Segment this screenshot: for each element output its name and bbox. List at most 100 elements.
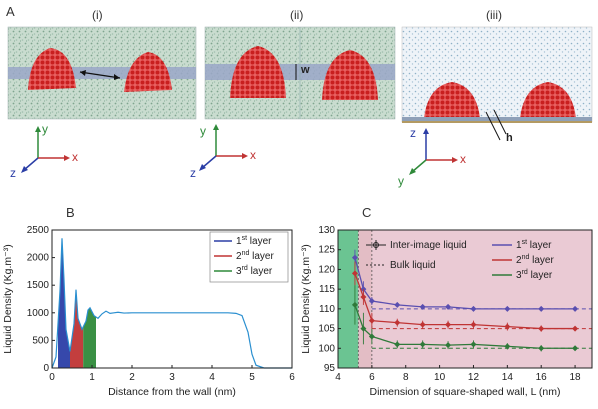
y-tick-label-c-7: 130 <box>318 225 335 236</box>
layer-fill-3 <box>83 307 96 368</box>
y-tick-label-b-4: 2000 <box>27 253 50 264</box>
axes-triad-ii <box>199 124 248 171</box>
axis-label-iii-x: x <box>460 152 466 166</box>
legend-label-b-1: 2nd layer <box>236 250 274 262</box>
marker-0-2 <box>368 297 375 304</box>
marker-0-8 <box>538 305 545 312</box>
y-tick-label-c-4: 115 <box>319 284 335 295</box>
axis-label-iii-y: y <box>398 174 404 188</box>
legend2-label-c-2: 3rd layer <box>516 269 553 281</box>
marker-1-7 <box>504 323 511 330</box>
legend-label-b-0: 1st layer <box>236 235 272 247</box>
y-tick-label-b-0: 0 <box>43 363 49 374</box>
x-axis-label-b: Distance from the wall (nm) <box>108 386 236 398</box>
x-tick-label-b-3: 3 <box>169 372 175 383</box>
marker-1-2 <box>368 317 375 324</box>
axis-label-i-z: z <box>10 166 16 180</box>
legend2-label-c-1: 2nd layer <box>516 254 554 266</box>
density-profile-line <box>51 238 292 369</box>
y-tick-label-b-3: 1500 <box>27 280 50 291</box>
x-tick-label-b-4: 4 <box>209 372 215 383</box>
panel-a-figure <box>7 26 593 175</box>
y-tick-label-b-1: 500 <box>32 335 49 346</box>
legend-label-c-1: Bulk liquid <box>390 260 436 271</box>
series-line-2 <box>354 304 576 349</box>
marker-2-7 <box>504 343 511 350</box>
series-line-0 <box>354 257 576 310</box>
legend-label-c-0: Inter-image liquid <box>390 240 467 251</box>
y-tick-label-c-2: 105 <box>318 324 335 335</box>
x-tick-label-c-4: 12 <box>468 372 480 383</box>
x-axis-label-c: Dimension of square-shaped wall, L (nm) <box>369 386 560 398</box>
x-tick-label-c-3: 10 <box>434 372 446 383</box>
y-tick-label-c-0: 95 <box>324 363 336 374</box>
marker-2-6 <box>470 341 477 348</box>
marker-2-5 <box>445 342 452 349</box>
subpanel-label-i: (i) <box>92 8 103 22</box>
x-tick-label-c-7: 18 <box>570 372 582 383</box>
legend-swatch-c-errorbar-dot <box>373 242 379 248</box>
marker-2-4 <box>419 341 426 348</box>
x-tick-label-b-0: 0 <box>49 372 55 383</box>
marker-2-0 <box>351 301 358 308</box>
plot-frame-c <box>337 229 593 369</box>
marker-1-9 <box>572 325 579 332</box>
marker-2-3 <box>394 341 401 348</box>
marker-1-4 <box>419 321 426 328</box>
x-tick-label-c-5: 14 <box>502 372 514 383</box>
simulation-snapshot-ii <box>204 26 396 120</box>
marker-1-0 <box>351 270 358 277</box>
simulation-snapshot-i <box>7 26 197 120</box>
panel-b-letter: B <box>66 205 75 220</box>
marker-0-9 <box>572 305 579 312</box>
marker-1-3 <box>394 319 401 326</box>
x-tick-label-c-6: 16 <box>536 372 548 383</box>
x-tick-label-b-1: 1 <box>89 372 95 383</box>
y-tick-label-c-6: 125 <box>318 245 335 256</box>
marker-1-8 <box>538 325 545 332</box>
marker-0-3 <box>394 301 401 308</box>
x-tick-label-b-5: 5 <box>249 372 255 383</box>
y-tick-label-b-5: 2500 <box>27 225 50 236</box>
y-tick-label-c-5: 120 <box>318 264 335 275</box>
shading-region-0 <box>338 230 359 368</box>
marker-0-7 <box>504 305 511 312</box>
marker-2-8 <box>538 345 545 352</box>
y-axis-label-b: Liquid Density (Kg.m⁻³) <box>2 244 14 353</box>
panel-a-letter: A <box>6 4 15 19</box>
y-axis-label-c: Liquid Density (Kg.m⁻³) <box>300 244 312 353</box>
axis-label-ii-x: x <box>250 148 256 162</box>
layer-fill-2 <box>70 291 84 368</box>
marker-2-2 <box>368 333 375 340</box>
marker-0-6 <box>470 305 477 312</box>
series-line-1 <box>354 273 576 330</box>
chart-c: 4 6 8 10 12 14 16 18 95 100 105 110 115 120 125 130 Dime… <box>300 225 593 398</box>
marker-2-1 <box>360 325 367 332</box>
marker-0-4 <box>419 303 426 310</box>
marker-1-6 <box>470 321 477 328</box>
y-tick-label-c-1: 100 <box>318 343 335 354</box>
x-tick-label-b-2: 2 <box>129 372 135 383</box>
axes-triad-i <box>21 126 70 173</box>
x-tick-label-c-0: 4 <box>335 372 341 383</box>
axis-label-i-y: y <box>42 122 48 136</box>
axis-label-ii-z: z <box>190 166 196 180</box>
x-tick-label-c-2: 8 <box>403 372 409 383</box>
axis-label-iii-z: z <box>410 126 416 140</box>
axes-triad-iii <box>409 128 458 175</box>
marker-0-1 <box>360 286 367 293</box>
simulation-snapshot-iii <box>401 26 593 141</box>
x-tick-label-b-6: 6 <box>289 372 295 383</box>
width-annotation: w <box>301 64 310 76</box>
y-tick-label-b-2: 1000 <box>27 308 50 319</box>
panel-c-letter: C <box>362 205 372 220</box>
chart-b: 0 1 2 3 4 5 6 0 500 1000 1500 2000 2500 Distance from… <box>2 225 295 398</box>
legend2-label-c-0: 1st layer <box>516 239 552 251</box>
legend-label-b-2: 3rd layer <box>236 265 273 277</box>
y-tick-label-c-3: 110 <box>319 304 335 315</box>
axis-label-ii-y: y <box>200 124 206 138</box>
height-annotation: h <box>506 132 513 144</box>
marker-0-5 <box>445 303 452 310</box>
marker-0-0 <box>351 254 358 261</box>
subpanel-label-iii: (iii) <box>486 8 502 22</box>
